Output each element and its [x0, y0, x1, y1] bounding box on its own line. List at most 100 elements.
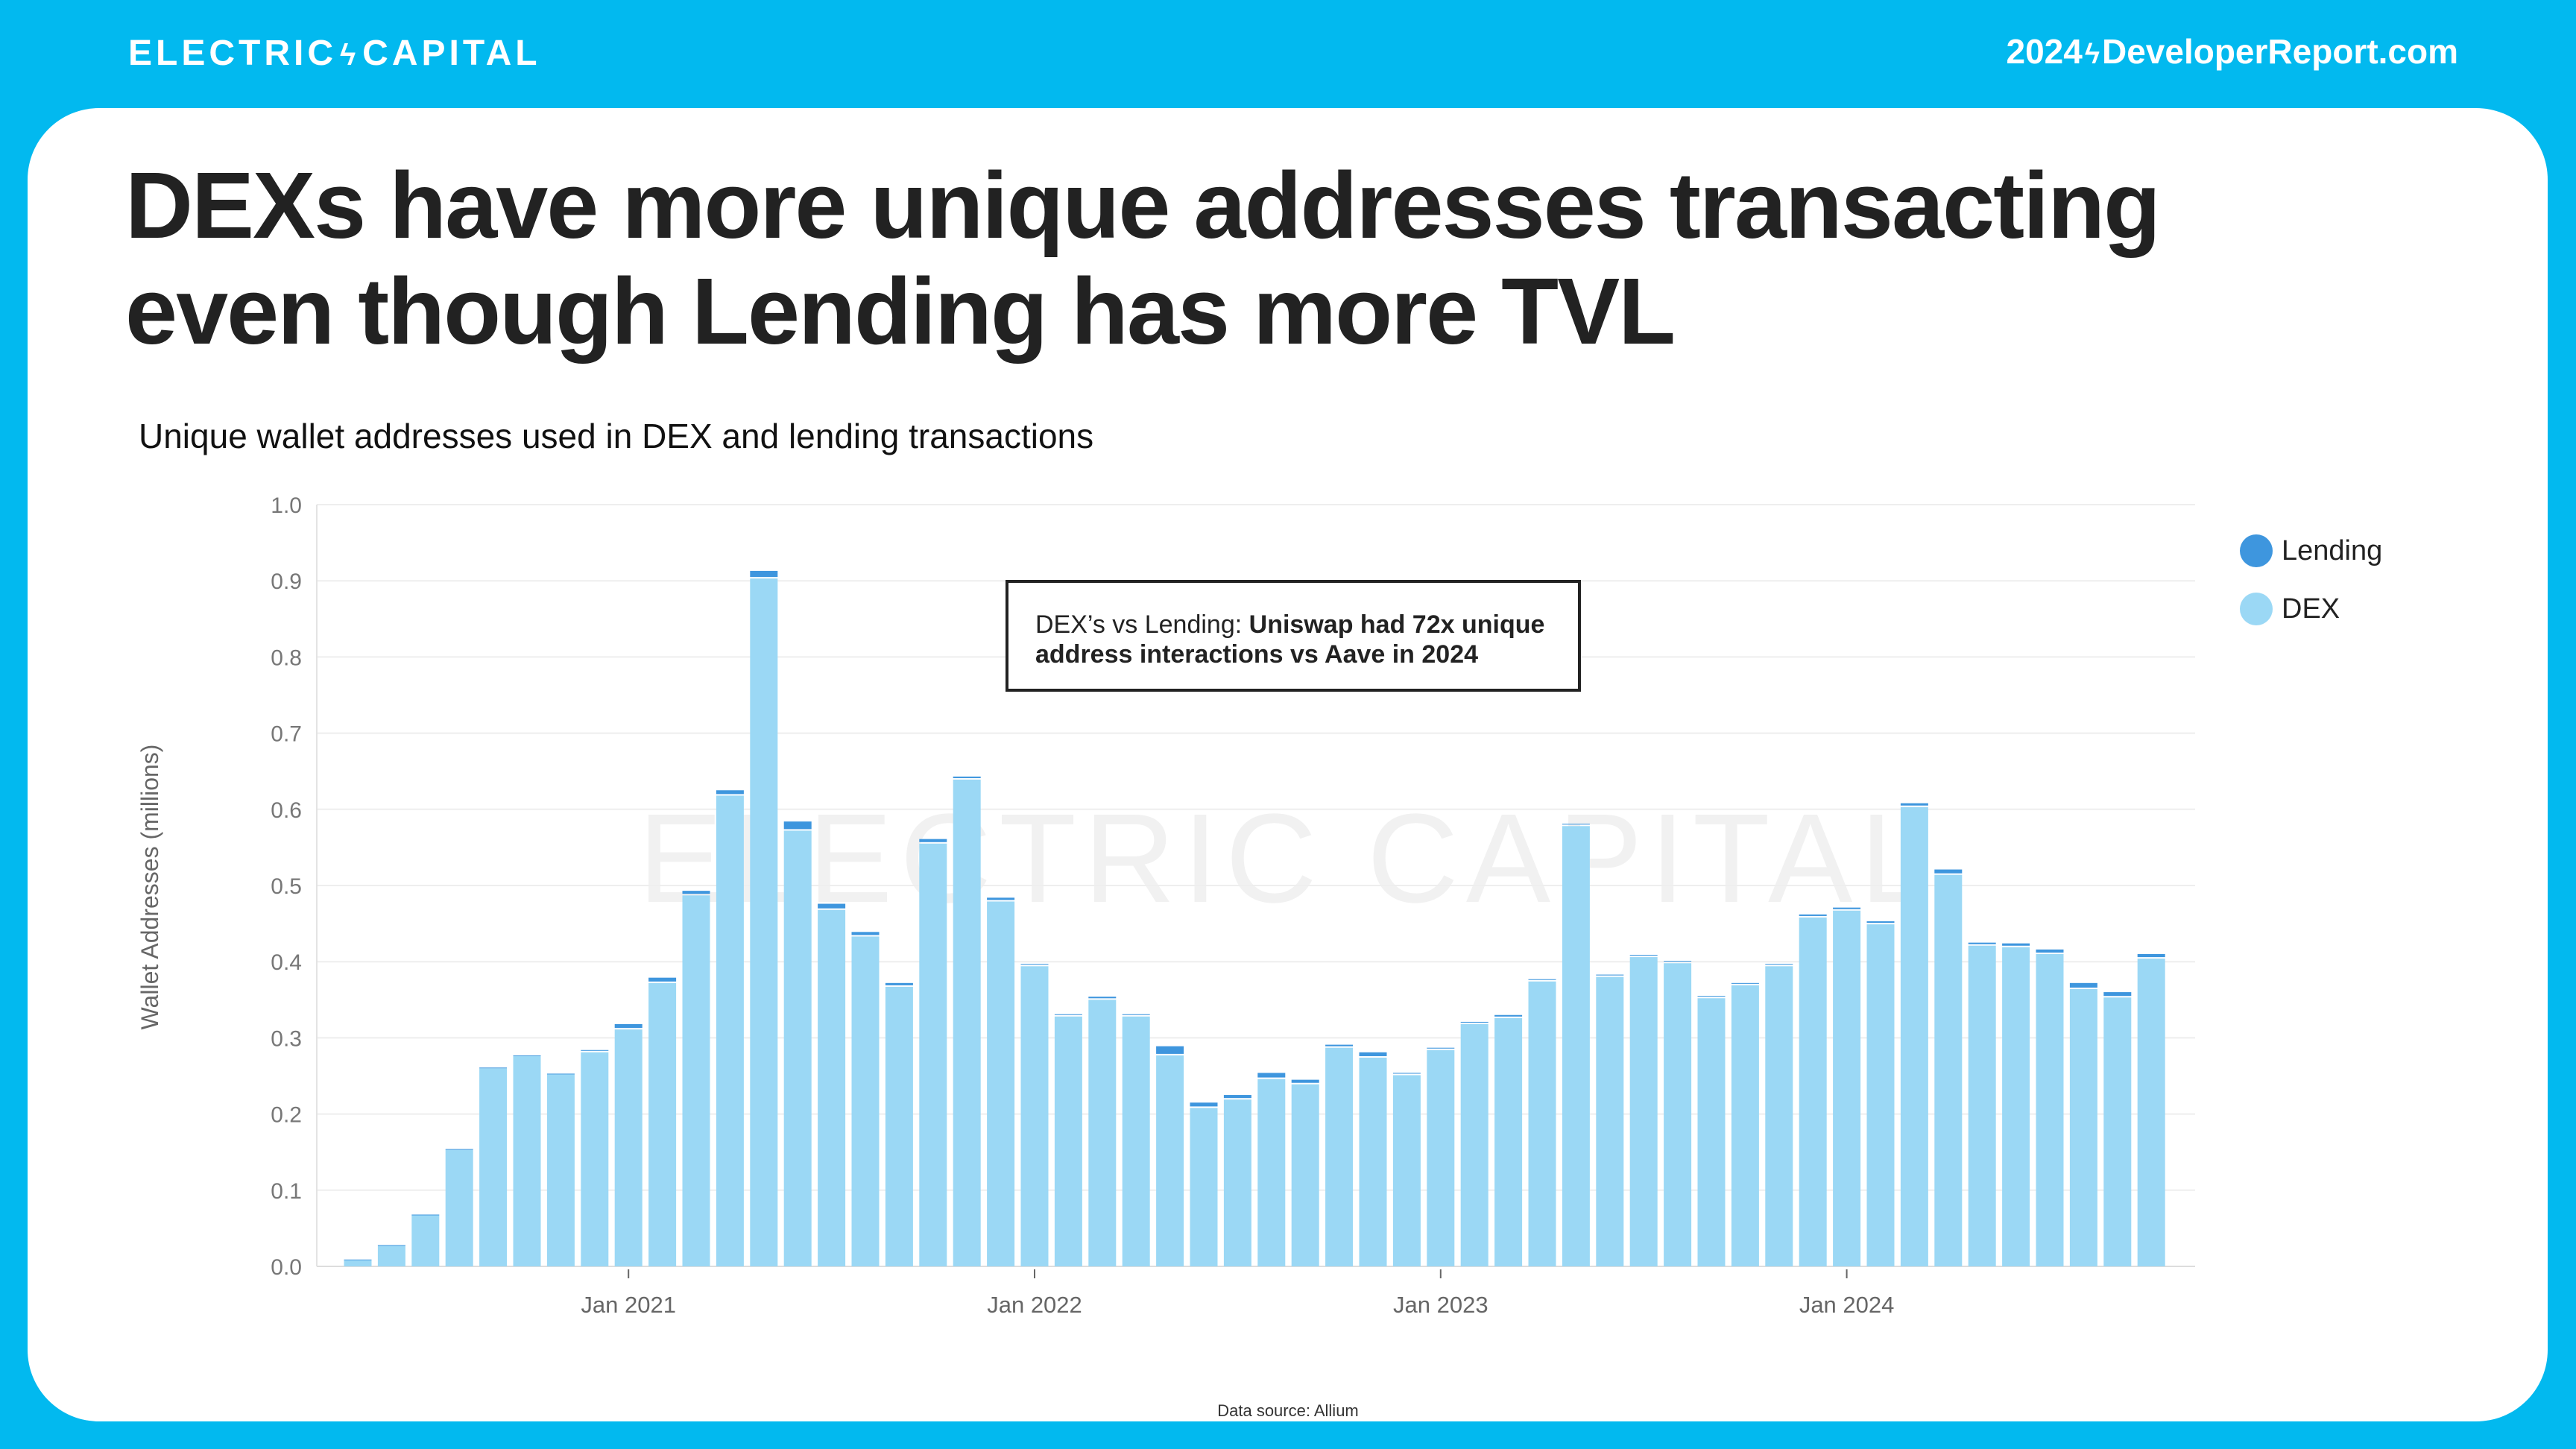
x-tick-label: Jan 2021	[581, 1292, 676, 1318]
bar-dex	[1122, 1016, 1150, 1266]
bar-lending	[1359, 1052, 1387, 1056]
bar-lending	[851, 932, 880, 935]
bar-dex	[1156, 1055, 1184, 1266]
x-tick-label: Jan 2022	[987, 1292, 1082, 1318]
bar-dex	[919, 843, 947, 1266]
bar-dex	[581, 1052, 609, 1266]
y-tick-label: 0.2	[271, 1103, 302, 1128]
bar-lending	[1765, 964, 1793, 965]
bar-lending	[513, 1055, 541, 1056]
legend-item-dex[interactable]: DEX	[2240, 580, 2382, 638]
bar-dex	[1968, 945, 1996, 1266]
bar-lending	[1596, 974, 1624, 976]
page-title: DEXs have more unique addresses transact…	[125, 153, 2161, 364]
bar-lending	[1866, 921, 1895, 924]
bar-dex	[1020, 966, 1049, 1266]
bar-dex	[1494, 1017, 1523, 1266]
bar-dex	[1054, 1016, 1082, 1266]
bar-dex	[987, 901, 1015, 1266]
bar-dex	[682, 895, 710, 1266]
bar-lending	[1088, 997, 1117, 999]
legend-label: Lending	[2282, 534, 2383, 566]
bar-dex	[614, 1029, 643, 1266]
y-tick-label: 0.9	[271, 569, 302, 594]
lightning-icon: ϟ	[2084, 39, 2100, 70]
bar-dex	[2103, 997, 2132, 1266]
bar-lending	[479, 1067, 508, 1069]
bar-dex	[716, 795, 744, 1266]
bar-dex	[2137, 959, 2165, 1266]
bar-dex	[885, 986, 913, 1266]
bar-dex	[1596, 976, 1624, 1266]
y-tick-label: 0.8	[271, 645, 302, 670]
y-tick-label: 1.0	[271, 493, 302, 518]
x-tick-label: Jan 2023	[1393, 1292, 1489, 1318]
bar-lending	[1460, 1021, 1489, 1023]
bar-lending	[614, 1024, 643, 1029]
legend-label: DEX	[2282, 593, 2340, 625]
bar-lending	[1528, 979, 1556, 980]
bar-lending	[750, 570, 778, 578]
legend: Lending DEX	[2240, 522, 2382, 638]
bar-lending	[682, 891, 710, 894]
bar-lending	[818, 903, 846, 909]
x-tick-label: Jan 2024	[1799, 1292, 1895, 1318]
bar-lending	[1122, 1014, 1150, 1015]
y-axis-label: Wallet Addresses (millions)	[136, 745, 163, 1030]
bar-dex	[1190, 1108, 1218, 1266]
bar-dex	[1392, 1075, 1421, 1266]
electric-capital-logo: ELECTRIC ϟCAPITAL	[128, 33, 541, 74]
bar-lending	[377, 1245, 405, 1246]
bar-dex	[1427, 1049, 1455, 1266]
annotation-highlight: Uniswap had 72x unique address interacti…	[1035, 610, 1545, 669]
bar-lending	[1664, 961, 1692, 962]
bar-dex	[851, 936, 880, 1266]
bar-lending	[987, 897, 1015, 900]
bar-dex	[818, 909, 846, 1266]
bar-dex	[1359, 1057, 1387, 1266]
bar-lending	[1731, 982, 1759, 984]
bar-dex	[1833, 910, 1861, 1266]
bar-dex	[1799, 917, 1827, 1266]
legend-item-lending[interactable]: Lending	[2240, 522, 2382, 580]
bar-dex	[479, 1068, 508, 1266]
bar-lending	[2036, 949, 2064, 953]
bar-dex	[1291, 1084, 1319, 1266]
site-link[interactable]: 2024ϟDeveloperReport.com	[2007, 31, 2458, 72]
bar-lending	[546, 1073, 575, 1075]
bar-lending	[1427, 1047, 1455, 1049]
bar-dex	[783, 830, 812, 1266]
bar-lending	[1494, 1014, 1523, 1017]
bar-lending	[1799, 914, 1827, 916]
bar-lending	[953, 776, 981, 778]
bar-lending	[411, 1214, 440, 1216]
bar-dex	[2036, 953, 2064, 1266]
bar-dex	[1900, 806, 1928, 1266]
site-domain: DeveloperReport.com	[2101, 32, 2458, 71]
bar-dex	[513, 1055, 541, 1266]
bar-lending	[1934, 869, 1963, 874]
bar-dex	[953, 779, 981, 1266]
bar-dex	[1325, 1047, 1354, 1266]
y-tick-label: 0.4	[271, 950, 302, 975]
bar-lending	[581, 1049, 609, 1051]
bar-dex	[1257, 1079, 1286, 1266]
bar-dex	[2002, 947, 2030, 1266]
bar-lending	[1257, 1073, 1286, 1078]
bar-dex	[1562, 826, 1590, 1266]
bar-lending	[1833, 907, 1861, 909]
y-tick-label: 0.0	[271, 1255, 302, 1280]
logo-text-right: CAPITAL	[362, 34, 541, 73]
lending-dot-icon	[2240, 534, 2273, 567]
lightning-icon: ϟ	[340, 39, 360, 72]
dex-dot-icon	[2240, 593, 2273, 625]
logo-text-left: ELECTRIC	[128, 34, 337, 73]
bar-lending	[1629, 955, 1658, 956]
bar-lending	[1020, 964, 1049, 965]
bar-lending	[919, 839, 947, 842]
watermark: ELECTRIC CAPITAL	[638, 788, 1938, 929]
bar-lending	[1968, 942, 1996, 944]
bar-lending	[1325, 1044, 1354, 1046]
bar-dex	[750, 578, 778, 1266]
